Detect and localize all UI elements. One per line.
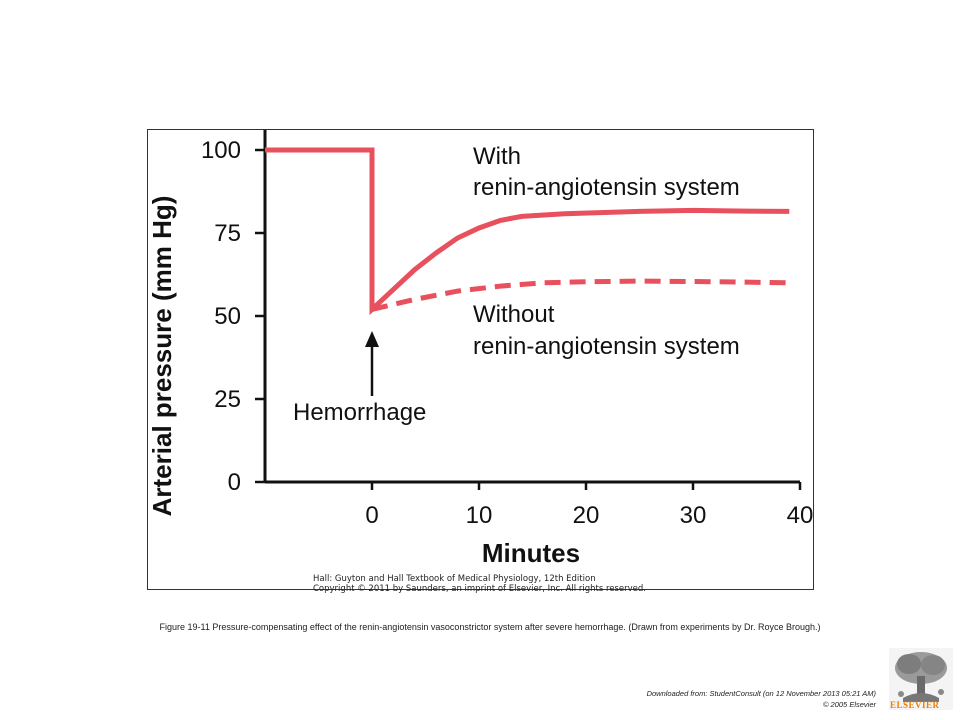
y-axis-title: Arterial pressure (mm Hg) (148, 196, 177, 517)
elsevier-tree-logo (889, 648, 953, 710)
y-tick-label: 25 (214, 386, 241, 413)
figure-credit: Hall: Guyton and Hall Textbook of Medica… (313, 574, 646, 594)
annotation-hemorrhage: Hemorrhage (293, 399, 426, 426)
y-tick-label: 75 (214, 220, 241, 247)
figure-frame: 0 25 50 75 100 0 10 20 30 40 With renin-angioten… (147, 129, 814, 594)
x-axis-title: Minutes (482, 538, 580, 568)
chart-axes (263, 130, 800, 484)
annotation-without-line1: Without (473, 301, 555, 328)
line-chart: 0 25 50 75 100 0 10 20 30 40 With renin-angioten… (148, 130, 813, 568)
annotation-with-line2: renin-angiotensin system (473, 174, 740, 201)
footer: Downloaded from: StudentConsult (on 12 N… (647, 688, 876, 710)
x-tick-label: 40 (787, 502, 813, 529)
credit-line-1: Hall: Guyton and Hall Textbook of Medica… (313, 574, 596, 584)
x-tick-label: 10 (466, 502, 493, 529)
x-tick-label: 0 (365, 502, 378, 529)
series-line-without-ras (371, 278, 790, 312)
annotation-with-line1: With (473, 143, 521, 170)
elsevier-wordmark: ELSEVIER (890, 700, 940, 710)
series-line-with-ras (265, 147, 790, 316)
credit-line-2: Copyright © 2011 by Saunders, an imprint… (313, 584, 647, 594)
figure-caption: Figure 19-11 Pressure-compensating effec… (159, 622, 821, 632)
footer-downloaded: Downloaded from: StudentConsult (on 12 N… (646, 689, 876, 698)
footer-copyright: © 2005 Elsevier (822, 700, 876, 709)
annotation-without-line2: renin-angiotensin system (473, 333, 740, 360)
x-tick-label: 20 (573, 502, 600, 529)
y-tick-label: 100 (201, 137, 241, 164)
series-layer (265, 147, 790, 316)
x-ticks: 0 10 20 30 40 (365, 482, 813, 529)
y-ticks: 0 25 50 75 100 (201, 137, 265, 496)
y-tick-label: 0 (228, 469, 241, 496)
annotation-layer: With renin-angiotensin system Without re… (293, 143, 740, 426)
x-tick-label: 30 (680, 502, 707, 529)
hemorrhage-arrow-head (365, 331, 379, 347)
y-tick-label: 50 (214, 303, 241, 330)
